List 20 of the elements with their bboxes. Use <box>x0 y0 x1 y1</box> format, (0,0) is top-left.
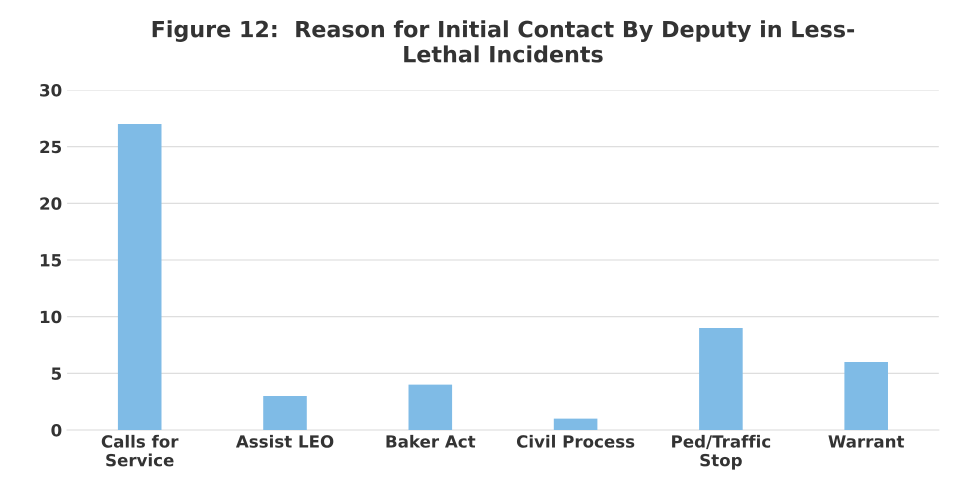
y-tick-label: 25 <box>40 140 62 154</box>
y-tick-label: 20 <box>40 197 62 210</box>
bar <box>844 362 888 430</box>
bar <box>699 328 743 430</box>
bar <box>263 396 307 430</box>
chart-title: Figure 12: Reason for Initial Contact By Deputy in Less- Lethal Incidents <box>152 20 854 63</box>
x-tick-label: Assist LEO <box>236 434 334 448</box>
y-tick-label: 0 <box>51 424 62 437</box>
x-tick-label: Warrant <box>828 435 904 448</box>
bar <box>554 418 598 430</box>
y-tick-label: 5 <box>52 368 62 380</box>
bar <box>408 384 452 430</box>
y-tick-label: 30 <box>40 84 62 97</box>
bar <box>118 124 162 430</box>
x-tick-label: Calls for Service <box>102 434 178 466</box>
y-tick-label: 15 <box>40 254 62 267</box>
x-tick-label: Baker Act <box>386 434 476 448</box>
y-tick-label: 10 <box>40 310 62 324</box>
x-tick-label: Civil Process <box>516 434 634 448</box>
x-tick-label: Ped/Traffic Stop <box>672 434 770 470</box>
